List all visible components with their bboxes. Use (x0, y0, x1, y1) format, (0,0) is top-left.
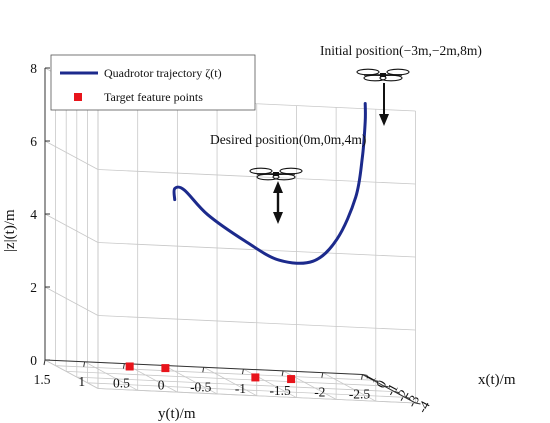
x-axis-line (362, 374, 416, 404)
legend-point-swatch (74, 93, 82, 101)
y-tick-label: 1 (78, 374, 85, 389)
y-axis-label: y(t)/m (158, 406, 196, 422)
desired-position-label: Desired position(0m,0m,4m) (210, 132, 366, 147)
z-tick-label: 4 (30, 207, 37, 222)
z-axis-ticks: 0 2 4 6 8 (30, 61, 50, 368)
y-tick-label: -1 (235, 381, 246, 396)
y-tick-label: -2.5 (349, 387, 371, 402)
floor-grid-line (76, 376, 395, 392)
legend-trajectory-label: Quadrotor trajectory ζ(t) (104, 66, 222, 80)
y-tick-mark (321, 372, 324, 378)
floor-grid-line (163, 365, 218, 395)
target-feature-points (125, 362, 296, 384)
y-axis-ticks: 1.5 1 0.5 0 -0.5 -1 -1.5 -2 -2.5 (34, 359, 371, 402)
z-axis-label: |z|(t)/m (2, 209, 18, 252)
target-feature-point (251, 373, 260, 382)
initial-down-arrow (379, 83, 389, 126)
x-tick-mark (415, 402, 421, 405)
legend-box (50, 54, 256, 111)
legend-target-label: Target feature points (104, 90, 203, 104)
y-tick-mark (83, 361, 86, 367)
left-grid-line (44, 213, 99, 243)
y-tick-label: -0.5 (190, 379, 212, 394)
y-tick-mark (281, 370, 284, 376)
desired-quadrotor-icon (249, 167, 303, 181)
desired-double-arrow (273, 181, 283, 224)
target-feature-point (287, 375, 296, 384)
y-tick-mark (361, 374, 363, 380)
z-tick-label: 8 (30, 61, 37, 76)
target-feature-point (161, 364, 170, 373)
floor-grid-line (87, 382, 405, 398)
left-grid-line (44, 286, 99, 316)
floor-grid-line (97, 388, 416, 404)
axes (44, 68, 416, 404)
back-grid-line (97, 315, 416, 331)
y-tick-mark (122, 363, 125, 369)
y-tick-mark (43, 359, 46, 366)
x-tick-mark (373, 379, 379, 382)
quadrotor-trajectory-line (172, 102, 367, 265)
x-tick-mark (404, 396, 410, 399)
floor-grid-line (322, 372, 377, 402)
y-tick-label: 0.5 (113, 376, 130, 391)
floor-grid-line (84, 361, 138, 391)
y-tick-mark (202, 367, 205, 373)
left-grid-line (44, 140, 99, 170)
x-tick-mark (394, 391, 400, 394)
x-axis-ticks: 10-1-2-3-4 (362, 372, 433, 415)
z-tick-label: 6 (30, 134, 37, 149)
left-wall-grid (44, 67, 99, 389)
floor-grid-line (203, 366, 257, 397)
initial-quadrotor-icon (356, 68, 410, 82)
y-tick-label: -2 (314, 385, 325, 400)
target-feature-point (125, 362, 134, 371)
y-tick-mark (241, 368, 244, 375)
x-tick-mark (383, 385, 389, 388)
floor-grid-line (44, 359, 99, 389)
y-tick-label: -1.5 (269, 383, 291, 398)
y-tick-label: 1.5 (34, 372, 51, 387)
x-axis-label: x(t)/m (478, 372, 516, 388)
x-tick-mark (362, 374, 368, 376)
z-tick-label: 0 (30, 353, 37, 368)
initial-position-label: Initial position(−3m,−2m,8m) (320, 43, 482, 58)
floor-grid-line (66, 371, 384, 387)
y-tick-label: 0 (158, 377, 165, 392)
legend: Quadrotor trajectory ζ(t) Target feature… (50, 54, 256, 111)
floor-grid-line (55, 365, 374, 381)
z-tick-label: 2 (30, 280, 37, 295)
